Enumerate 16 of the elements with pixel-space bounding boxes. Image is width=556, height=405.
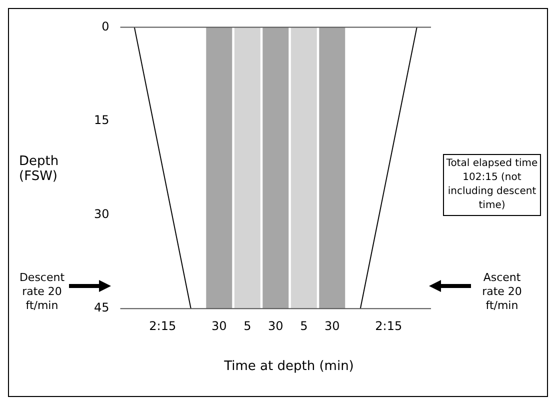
x-tick-label: 2:15 — [149, 318, 176, 333]
x-tick-label: 30 — [268, 318, 284, 333]
y-tick-label: 0 — [102, 19, 110, 34]
text: Ascent rate 20 ft/min — [481, 271, 523, 313]
text: Total elapsed time 102:15 (not including descent time) — [443, 154, 541, 216]
text: Descent rate 20 ft/min — [18, 271, 66, 313]
x-axis-title: Time at depth (min) — [223, 359, 355, 374]
y-tick-label: 15 — [94, 113, 110, 128]
x-tick-label: 2:15 — [375, 318, 402, 333]
y-tick-label: 30 — [94, 206, 110, 221]
y-tick-label: 45 — [94, 300, 110, 315]
y-axis-title: Depth (FSW) — [19, 154, 60, 184]
x-tick-label: 30 — [212, 318, 227, 333]
x-tick-label: 5 — [300, 318, 308, 333]
x-tick-label: 5 — [244, 318, 252, 333]
x-tick-label: 30 — [324, 318, 340, 333]
